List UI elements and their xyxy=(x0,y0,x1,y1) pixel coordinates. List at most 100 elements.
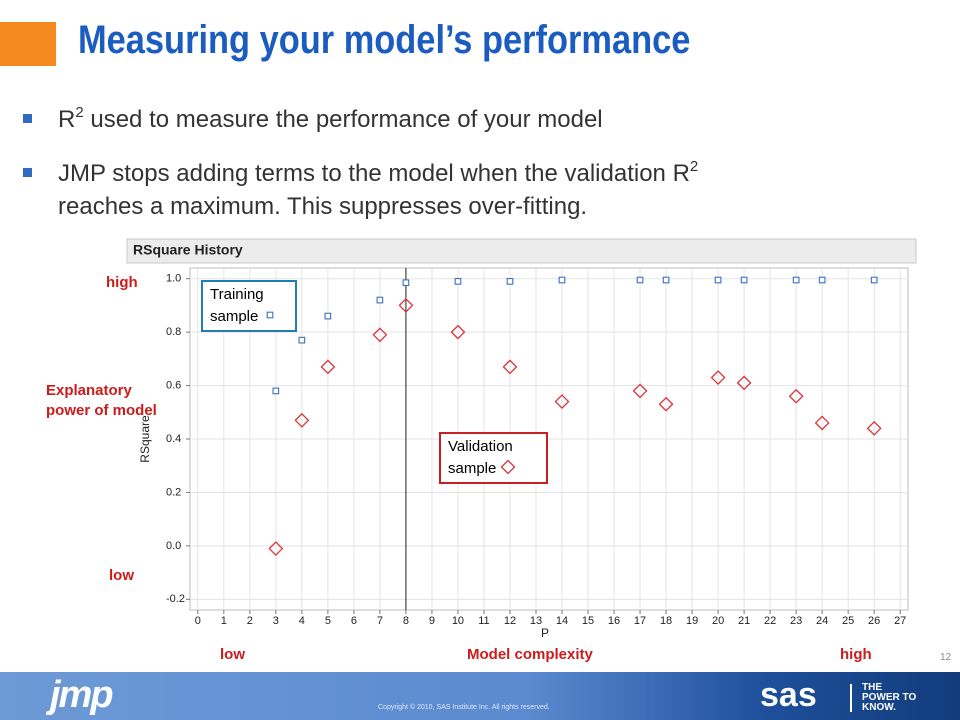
x-tick-label: 15 xyxy=(582,615,594,627)
bullet-text: JMP stops adding terms to the model when… xyxy=(58,160,690,187)
x-tick-label: 14 xyxy=(556,615,568,627)
y-tick-label: -0.2 xyxy=(166,593,185,605)
legend-box: Training sample xyxy=(201,280,297,332)
tagline: THE POWER TO KNOW. xyxy=(862,682,917,713)
bullet-text: used to measure the performance of your … xyxy=(83,106,603,133)
point xyxy=(658,396,674,412)
point xyxy=(792,276,800,284)
annotation: high xyxy=(840,646,872,663)
bullet-marker xyxy=(23,168,32,177)
point xyxy=(376,296,384,304)
annotation: Model complexity xyxy=(467,646,593,663)
x-axis-label: P xyxy=(541,626,549,640)
point xyxy=(740,276,748,284)
logo: sas xyxy=(760,676,817,714)
x-tick-label: 1 xyxy=(221,615,227,627)
point xyxy=(814,415,830,431)
point xyxy=(558,276,566,284)
logo: jmp xyxy=(50,674,114,716)
footer-bar xyxy=(0,672,960,720)
annotation: low xyxy=(220,646,245,663)
bullet: JMP stops adding terms to the model when… xyxy=(58,157,938,223)
legend-marker xyxy=(500,459,516,475)
x-tick-label: 11 xyxy=(478,615,489,627)
x-tick-label: 19 xyxy=(686,615,698,627)
superscript: 2 xyxy=(689,158,699,175)
point xyxy=(788,388,804,404)
x-tick-label: 18 xyxy=(660,615,672,627)
legend-marker xyxy=(267,311,274,319)
x-tick-label: 6 xyxy=(351,615,357,627)
x-tick-label: 0 xyxy=(195,615,201,627)
point xyxy=(554,394,570,410)
bullet-text: reaches a maximum. This suppresses over-… xyxy=(58,193,588,220)
panel-header xyxy=(126,238,917,264)
x-tick-label: 2 xyxy=(247,615,253,627)
legend-label: Training sample xyxy=(210,286,264,325)
x-tick-label: 27 xyxy=(894,615,906,627)
point xyxy=(320,359,336,375)
point xyxy=(710,370,726,385)
annotation: low xyxy=(109,567,134,584)
point xyxy=(636,276,644,284)
x-tick-label: 21 xyxy=(738,615,750,627)
bullet-marker xyxy=(23,114,32,123)
divider xyxy=(850,684,852,712)
y-tick-label: 0.6 xyxy=(166,379,181,391)
chart-title: RSquare History xyxy=(133,242,243,258)
y-tick-label: 0.4 xyxy=(166,433,181,445)
y-tick-label: 0.0 xyxy=(166,540,181,552)
point xyxy=(294,412,310,428)
x-tick-label: 13 xyxy=(530,615,542,627)
point xyxy=(272,387,280,395)
point xyxy=(818,276,826,284)
point xyxy=(506,278,514,285)
x-tick-label: 8 xyxy=(403,615,409,627)
x-tick-label: 20 xyxy=(712,615,724,627)
point xyxy=(632,383,648,399)
copyright: Copyright © 2010, SAS Institute Inc. All… xyxy=(378,704,550,711)
point xyxy=(736,375,752,391)
point xyxy=(402,279,410,287)
x-tick-label: 25 xyxy=(842,615,854,627)
point xyxy=(454,278,462,285)
point xyxy=(298,336,306,344)
point xyxy=(714,276,722,284)
x-tick-label: 16 xyxy=(608,615,620,627)
point xyxy=(267,311,274,319)
slide-number: 12 xyxy=(940,652,952,663)
legend-box: Validation sample xyxy=(439,432,548,484)
slide-title: Measuring your model’s performance xyxy=(78,18,691,62)
point xyxy=(870,276,878,284)
y-tick-label: 0.8 xyxy=(166,326,181,338)
x-tick-label: 12 xyxy=(504,615,516,627)
superscript: 2 xyxy=(75,104,84,121)
x-tick-label: 7 xyxy=(377,615,383,627)
point xyxy=(502,359,518,375)
point xyxy=(450,324,466,340)
x-tick-label: 17 xyxy=(634,615,646,627)
x-tick-label: 22 xyxy=(764,615,776,627)
bullet-text: R xyxy=(58,106,76,133)
x-tick-label: 26 xyxy=(868,615,880,627)
bullet: R2 used to measure the performance of yo… xyxy=(58,103,938,136)
y-tick-label: 0.2 xyxy=(166,486,181,498)
point xyxy=(372,327,388,343)
y-axis-label: RSquare xyxy=(138,415,152,463)
accent-block xyxy=(0,22,56,66)
x-tick-label: 9 xyxy=(429,615,435,627)
annotation: Explanatory power of model xyxy=(46,382,157,419)
point xyxy=(500,459,516,475)
x-tick-label: 3 xyxy=(273,615,279,627)
x-tick-label: 10 xyxy=(452,615,464,627)
x-tick-label: 24 xyxy=(816,615,828,627)
x-tick-label: 4 xyxy=(299,615,305,627)
point xyxy=(662,276,670,284)
point xyxy=(268,541,284,556)
y-tick-label: 1.0 xyxy=(166,273,181,285)
x-tick-label: 5 xyxy=(325,615,331,627)
annotation: high xyxy=(106,274,138,291)
point xyxy=(324,312,332,320)
